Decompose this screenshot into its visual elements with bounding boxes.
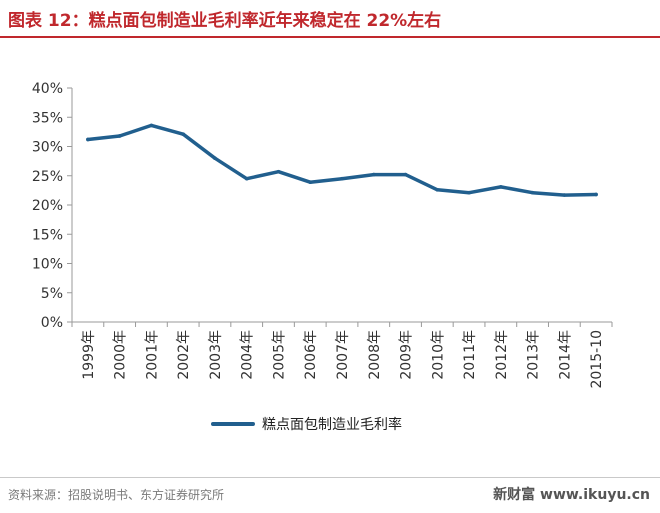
x-tick-label: 2010年 xyxy=(430,330,446,380)
title-divider xyxy=(0,36,660,38)
x-tick-label: 2000年 xyxy=(113,330,129,380)
y-tick-label: 15% xyxy=(32,227,63,243)
x-tick-label: 2007年 xyxy=(335,330,351,380)
data-point xyxy=(499,185,503,189)
x-tick-label: 2006年 xyxy=(303,330,319,380)
x-tick-label: 2014年 xyxy=(557,330,573,380)
x-tick-label: 2004年 xyxy=(240,330,256,380)
x-tick-label: 2003年 xyxy=(208,330,224,380)
x-tick-label: 2008年 xyxy=(367,330,383,380)
data-point xyxy=(530,190,535,195)
series-line xyxy=(86,123,598,197)
y-tick-label: 0% xyxy=(41,315,63,331)
data-point xyxy=(403,172,408,177)
y-tick-label: 10% xyxy=(32,257,63,273)
y-axis: 0% 5% 10% 15% 20% 25% 30% 35% 40% xyxy=(32,81,73,331)
y-tick-label: 20% xyxy=(32,198,63,214)
x-tick-label: 1999年 xyxy=(81,330,97,380)
data-point xyxy=(181,132,185,137)
y-tick-label: 30% xyxy=(32,140,63,156)
y-tick-label: 35% xyxy=(32,110,63,126)
data-point xyxy=(340,176,344,181)
x-tick-label: 2002年 xyxy=(176,330,192,380)
data-point xyxy=(435,187,440,192)
x-tick-label: 2011年 xyxy=(462,330,478,380)
footer-divider xyxy=(0,477,660,478)
data-point xyxy=(467,190,471,195)
y-tick-label: 5% xyxy=(41,286,63,302)
y-tick-label: 25% xyxy=(32,169,63,185)
data-point xyxy=(562,193,567,197)
data-point xyxy=(594,192,598,197)
data-point xyxy=(117,134,122,138)
data-point xyxy=(244,176,249,181)
x-tick-label: 2001年 xyxy=(144,330,160,380)
data-point xyxy=(213,156,217,160)
data-point xyxy=(86,137,90,142)
x-tick-label: 2012年 xyxy=(494,330,510,380)
source-note: 资料来源：招股说明书、东方证券研究所 xyxy=(8,488,225,502)
data-point xyxy=(149,123,154,128)
series-layer xyxy=(86,123,598,197)
line-chart: 0% 5% 10% 15% 20% 25% 30% 35% 40% 1999年 2000年 2001… xyxy=(32,81,613,433)
y-tick-label: 40% xyxy=(32,81,63,97)
data-point xyxy=(276,169,281,174)
legend: 糕点面包制造业毛利率 xyxy=(211,416,402,433)
x-axis: 1999年 2000年 2001年 2002年 2003年 2004年 2005年 2006年… xyxy=(71,321,613,389)
data-point xyxy=(308,180,313,184)
chart-title: 图表 12：糕点面包制造业毛利率近年来稳定在 22%左右 xyxy=(8,11,442,31)
x-tick-label: 2009年 xyxy=(399,330,415,380)
x-tick-label: 2013年 xyxy=(526,330,542,380)
watermark: 新财富 www.ikuyu.cn xyxy=(493,487,650,503)
x-tick-label: 2015-10 xyxy=(589,330,605,389)
x-tick-label: 2005年 xyxy=(271,330,287,380)
legend-label: 糕点面包制造业毛利率 xyxy=(262,416,402,433)
data-point xyxy=(371,172,376,177)
